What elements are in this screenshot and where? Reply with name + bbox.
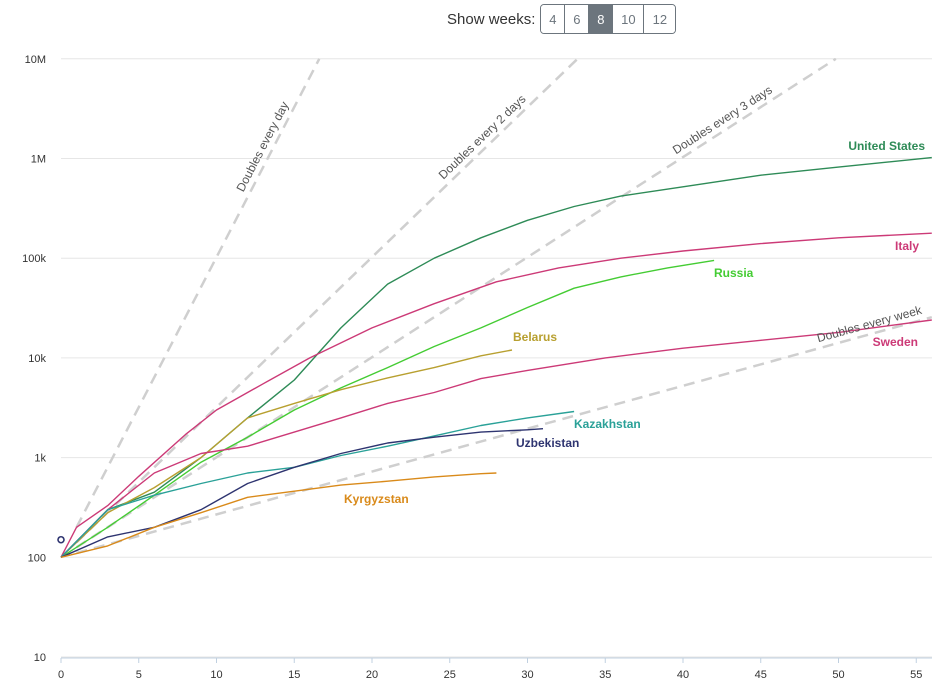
series-label: Sweden (873, 335, 918, 349)
x-tick-label: 30 (521, 669, 533, 681)
doubling-reference-lines (75, 58, 933, 555)
y-tick-label: 1M (31, 154, 46, 166)
series-line (60, 410, 575, 558)
series-line (60, 259, 715, 558)
doubling-line (75, 58, 579, 544)
y-tick-label: 10M (25, 54, 46, 66)
x-tick-label: 35 (599, 669, 611, 681)
x-tick-label: 40 (677, 669, 689, 681)
x-tick-label: 20 (366, 669, 378, 681)
doubling-line (76, 315, 933, 555)
weeks-option-6[interactable]: 6 (565, 5, 590, 33)
weeks-option-10[interactable]: 10 (613, 5, 645, 33)
series-lines (57, 156, 932, 558)
series-line (60, 156, 932, 558)
doubling-line (75, 58, 837, 549)
series-label: Italy (895, 239, 919, 253)
y-tick-label: 1k (34, 453, 46, 465)
series-label: Kazakhstan (574, 417, 641, 431)
series-line (60, 319, 932, 558)
y-tick-label: 100 (28, 552, 46, 564)
weeks-option-4[interactable]: 4 (541, 5, 566, 33)
x-tick-label: 10 (210, 669, 222, 681)
series-label: Kyrgyzstan (344, 492, 409, 506)
x-tick-label: 5 (136, 669, 142, 681)
x-tick-label: 0 (58, 669, 64, 681)
weeks-button-group: 4 6 8 10 12 (540, 4, 677, 34)
doubling-line (75, 58, 321, 528)
doubling-line-label: Doubles every 3 days (670, 83, 775, 157)
doubling-line-label: Doubles every 2 days (436, 92, 529, 182)
series-label: United States (848, 139, 925, 153)
series-label: Uzbekistan (516, 436, 579, 450)
x-tick-label: 25 (444, 669, 456, 681)
weeks-label: Show weeks: (447, 10, 536, 28)
series-line (60, 428, 544, 558)
start-marker (57, 535, 65, 544)
y-gridlines (61, 58, 932, 658)
weeks-option-8[interactable]: 8 (589, 5, 614, 33)
series-line (60, 232, 932, 558)
weeks-control: Show weeks: 4 6 8 10 12 (447, 4, 677, 34)
x-tick-label: 55 (910, 669, 922, 681)
y-tick-label: 10k (28, 353, 46, 365)
series-labels: Doubles every day Doubles every 2 days Dou… (233, 83, 925, 506)
y-tick-label: 100k (22, 253, 46, 265)
doubling-line-label: Doubles every day (233, 99, 291, 194)
series-label: Belarus (513, 330, 557, 344)
x-tick-label: 45 (755, 669, 767, 681)
x-tick-label: 15 (288, 669, 300, 681)
series-line (60, 349, 513, 558)
y-tick-label: 10 (34, 652, 46, 664)
axes: 10 100 1k 10k 100k 1M 10M 0 5 10 15 20 25 30 35 40 45 50 5… (22, 54, 932, 681)
weeks-option-12[interactable]: 12 (644, 5, 676, 33)
series-line (60, 472, 497, 558)
series-label: Russia (714, 266, 754, 280)
x-tick-label: 50 (832, 669, 844, 681)
